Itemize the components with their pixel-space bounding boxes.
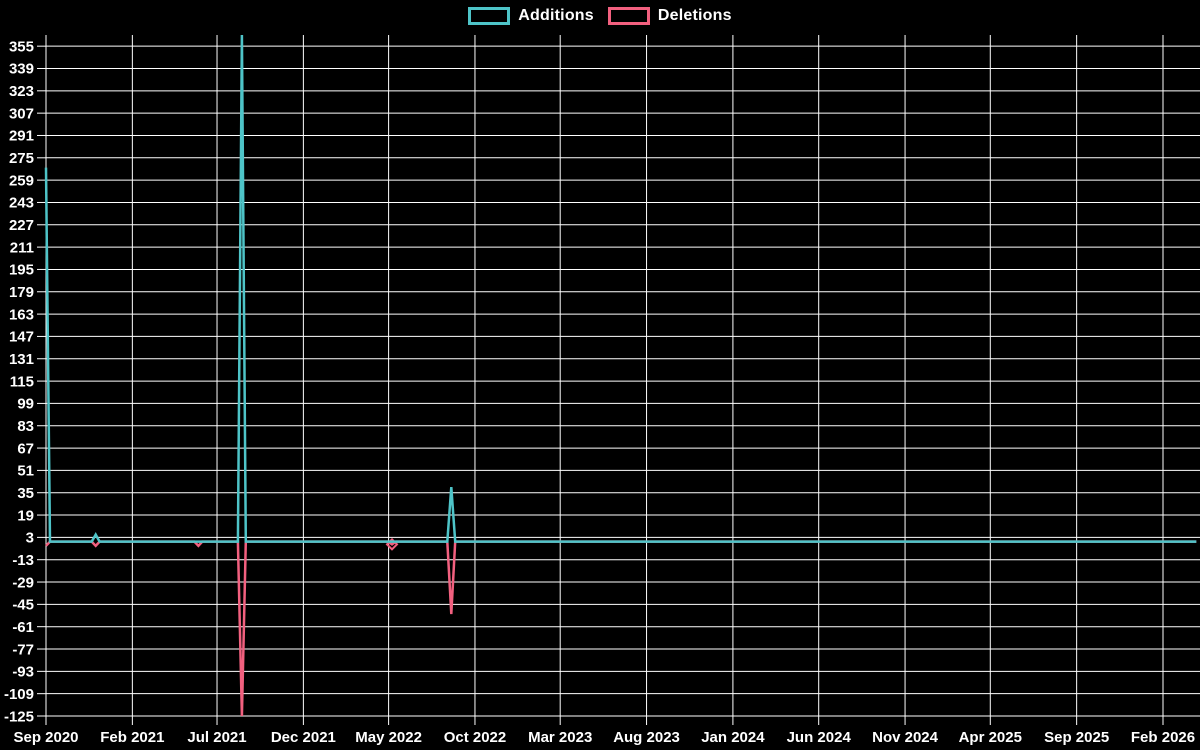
y-tick-label: 339 bbox=[9, 61, 34, 78]
x-tick-label: Feb 2021 bbox=[100, 729, 164, 746]
y-tick-label: 147 bbox=[9, 329, 34, 346]
y-tick-label: 67 bbox=[17, 440, 34, 457]
deletions-swatch-icon bbox=[607, 7, 650, 25]
x-tick-label: Feb 2026 bbox=[1131, 729, 1195, 746]
x-tick-label: Jun 2024 bbox=[787, 729, 852, 746]
additions-line bbox=[44, 34, 1197, 543]
y-tick-label: -125 bbox=[4, 708, 34, 725]
additions-swatch-icon bbox=[468, 7, 511, 25]
y-tick-label: 83 bbox=[17, 418, 34, 435]
y-tick-label: 3 bbox=[26, 530, 34, 547]
y-tick-label: 99 bbox=[17, 396, 34, 413]
x-tick-label: Jul 2021 bbox=[187, 729, 246, 746]
legend-label-deletions: Deletions bbox=[657, 7, 732, 24]
x-tick-label: May 2022 bbox=[355, 729, 422, 746]
x-tick-label: Jan 2024 bbox=[701, 729, 765, 746]
x-tick-label: Oct 2022 bbox=[444, 729, 507, 746]
y-tick-label: 355 bbox=[9, 38, 34, 55]
y-tick-label: 291 bbox=[9, 128, 34, 145]
x-tick-label: Aug 2023 bbox=[613, 729, 680, 746]
y-tick-label: 163 bbox=[9, 306, 34, 323]
legend-label-additions: Additions bbox=[518, 7, 594, 24]
chart-legend: Additions Deletions bbox=[0, 7, 1200, 25]
y-tick-label: 307 bbox=[9, 105, 34, 122]
y-tick-label: 19 bbox=[17, 507, 34, 524]
y-tick-label: 259 bbox=[9, 172, 34, 189]
y-tick-label: 131 bbox=[9, 351, 34, 368]
deletions-line bbox=[45, 540, 1197, 717]
y-tick-label: 323 bbox=[9, 83, 34, 100]
y-tick-label: 243 bbox=[9, 195, 34, 212]
y-tick-label: 195 bbox=[9, 262, 34, 279]
y-tick-label: -61 bbox=[12, 619, 34, 636]
y-tick-label: 211 bbox=[10, 239, 34, 256]
y-tick-label: 51 bbox=[17, 463, 34, 480]
x-tick-label: Mar 2023 bbox=[528, 729, 592, 746]
y-tick-label: -109 bbox=[4, 686, 34, 703]
y-tick-label: 179 bbox=[9, 284, 34, 301]
y-tick-label: -45 bbox=[12, 597, 34, 614]
y-tick-label: -29 bbox=[12, 574, 34, 591]
x-tick-label: Dec 2021 bbox=[271, 729, 336, 746]
x-tick-label: Sep 2025 bbox=[1044, 729, 1109, 746]
x-tick-label: Sep 2020 bbox=[13, 729, 78, 746]
y-tick-label: 35 bbox=[17, 485, 34, 502]
legend-item-deletions: Deletions bbox=[607, 7, 732, 25]
legend-item-additions: Additions bbox=[468, 7, 594, 25]
y-tick-label: -93 bbox=[12, 664, 34, 681]
y-tick-label: 227 bbox=[9, 217, 34, 234]
x-tick-label: Nov 2024 bbox=[872, 729, 939, 746]
y-tick-label: 115 bbox=[10, 373, 34, 390]
x-tick-label: Apr 2025 bbox=[959, 729, 1022, 746]
y-tick-label: -13 bbox=[12, 552, 34, 569]
y-tick-label: -77 bbox=[12, 641, 34, 658]
y-tick-label: 275 bbox=[9, 150, 34, 167]
